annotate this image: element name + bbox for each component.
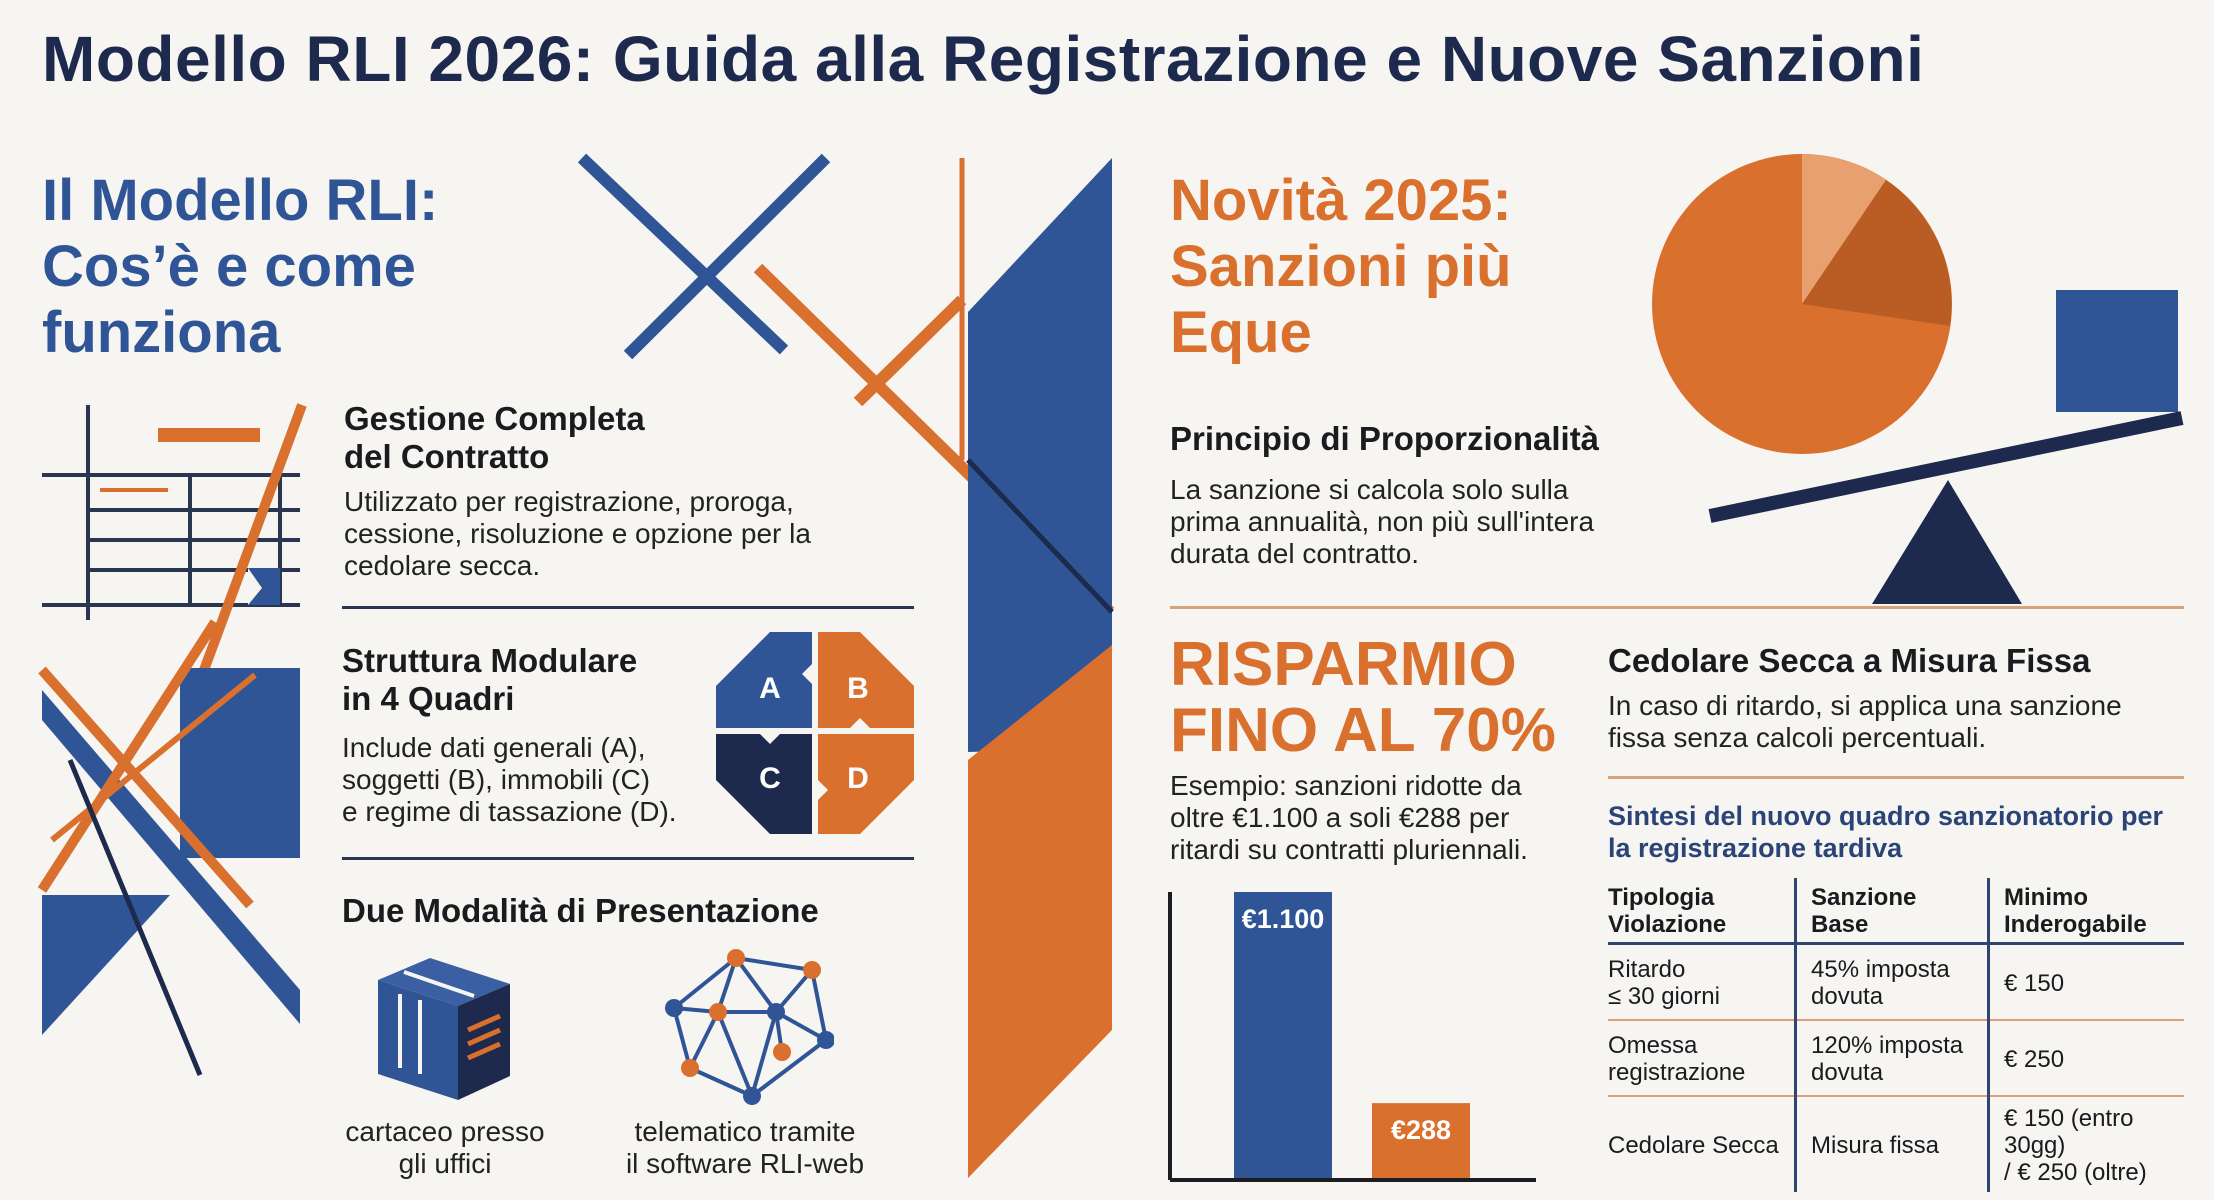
table-cell: Misura fissa bbox=[1794, 1096, 1989, 1192]
table-header-cell: Minimo Inderogabile bbox=[1987, 878, 2184, 945]
block-title: Struttura Modulare in 4 Quadri bbox=[342, 642, 742, 718]
left-heading-line: funziona bbox=[42, 300, 281, 365]
savings-headline-line: RISPARMIO bbox=[1170, 630, 1517, 699]
quadri-octagon-icon: A B C D bbox=[716, 632, 914, 834]
savings-text-line: oltre €1.100 a soli €288 per bbox=[1170, 802, 1510, 833]
savings-text: Esempio: sanzioni ridotte da oltre €1.10… bbox=[1170, 770, 1590, 866]
table-cell: € 150 bbox=[1987, 943, 2184, 1021]
block-text: Include dati generali (A), soggetti (B),… bbox=[342, 732, 742, 828]
pie-balance-illustration bbox=[1652, 154, 2184, 604]
block-text-line: cessione, risoluzione e opzione per la bbox=[344, 518, 811, 549]
block-title: Due Modalità di Presentazione bbox=[342, 892, 819, 929]
right-heading-line: Sanzioni più bbox=[1170, 234, 1512, 299]
paper-archive-icon bbox=[378, 958, 510, 1100]
caption-line: telematico tramite bbox=[634, 1116, 856, 1147]
caption-line: gli uffici bbox=[398, 1148, 492, 1179]
savings-text-line: Esempio: sanzioni ridotte da bbox=[1170, 770, 1522, 801]
divider bbox=[342, 857, 914, 860]
table-cell: € 250 bbox=[1987, 1020, 2184, 1097]
cedolare-text-line: In caso di ritardo, si applica una sanzi… bbox=[1608, 690, 2122, 721]
right-section-heading: Novità 2025: Sanzioni più Eque bbox=[1170, 168, 1512, 366]
block-title-line: Gestione Completa bbox=[344, 400, 645, 437]
block-text: Utilizzato per registrazione, proroga, c… bbox=[344, 486, 924, 582]
divider bbox=[342, 606, 914, 609]
table-title-line: Sintesi del nuovo quadro sanzionatorio p… bbox=[1608, 801, 2164, 831]
chart-bar bbox=[1234, 892, 1332, 1178]
table-cell: Cedolare Secca bbox=[1608, 1132, 1779, 1159]
divider bbox=[1608, 776, 2184, 779]
block-struttura-modulare: Struttura Modulare in 4 Quadri Include d… bbox=[342, 642, 742, 828]
block-title-line: in 4 Quadri bbox=[342, 680, 515, 717]
table-row: Ritardo ≤ 30 giorni 45% imposta dovuta € 1… bbox=[1608, 943, 2184, 1021]
principle-text-line: durata del contratto. bbox=[1170, 538, 1420, 569]
table-cell: 120% imposta dovuta bbox=[1794, 1020, 1989, 1097]
quadro-label: D bbox=[847, 762, 869, 795]
quadro-label: A bbox=[759, 672, 781, 705]
right-heading-line: Eque bbox=[1170, 300, 1312, 365]
block-text-line: Include dati generali (A), bbox=[342, 732, 646, 763]
savings-headline: RISPARMIO FINO AL 70% bbox=[1170, 632, 1556, 764]
principle-title: Principio di Proporzionalità bbox=[1170, 420, 1600, 457]
document-grid-icon bbox=[42, 403, 307, 710]
left-section-heading: Il Modello RLI: Cos’è e come funziona bbox=[42, 168, 438, 366]
savings-headline-line: FINO AL 70% bbox=[1170, 696, 1556, 765]
right-heading-line: Novità 2025: bbox=[1170, 168, 1512, 233]
caption-line: il software RLI-web bbox=[625, 1148, 865, 1179]
left-heading-line: Cos’è e come bbox=[42, 234, 416, 299]
block-gestione-contratto: Gestione Completa del Contratto Utilizza… bbox=[344, 400, 924, 582]
table-cell: 45% imposta dovuta bbox=[1794, 943, 1989, 1021]
mode-cartaceo-caption: cartaceo presso gli uffici bbox=[300, 1116, 590, 1180]
network-icon bbox=[665, 949, 834, 1105]
page-title: Modello RLI 2026: Guida alla Registrazio… bbox=[42, 23, 1925, 95]
chart-bar bbox=[1372, 1103, 1470, 1178]
cedolare-text: In caso di ritardo, si applica una sanzi… bbox=[1608, 690, 2184, 754]
table-header-row: Tipologia Violazione Sanzione Base Minimo I… bbox=[1608, 878, 2184, 945]
block-text-line: cedolare secca. bbox=[344, 550, 541, 581]
block-title-line: Struttura Modulare bbox=[342, 642, 638, 679]
block-title: Gestione Completa del Contratto bbox=[344, 400, 924, 476]
left-geometric-decoration bbox=[37, 153, 1115, 1178]
quadro-label: C bbox=[759, 762, 781, 795]
block-text-line: e regime di tassazione (D). bbox=[342, 796, 677, 827]
table-cell: Omessa registrazione bbox=[1608, 1020, 1796, 1097]
table-cell: Ritardo ≤ 30 giorni bbox=[1608, 943, 1796, 1021]
savings-text-line: ritardi su contratti pluriennali. bbox=[1170, 834, 1528, 865]
table-header-cell: Sanzione Base bbox=[1794, 878, 1989, 945]
sanctions-table: Tipologia Violazione Sanzione Base Minimo I… bbox=[1608, 878, 2184, 1192]
table-row: Cedolare Secca Misura fissa € 150 (entro… bbox=[1608, 1096, 2184, 1192]
chart-data-label: €288 bbox=[1391, 1115, 1451, 1145]
divider bbox=[1170, 606, 2184, 609]
cedolare-title: Cedolare Secca a Misura Fissa bbox=[1608, 642, 2091, 679]
table-cell: € 150 (entro 30gg) / € 250 (oltre) bbox=[1987, 1096, 2184, 1192]
table-title-line: la registrazione tardiva bbox=[1608, 833, 1903, 863]
savings-bar-chart: €1.100 €288 bbox=[1168, 892, 1536, 1182]
mode-telematico-caption: telematico tramite il software RLI-web bbox=[600, 1116, 890, 1180]
block-title-line: del Contratto bbox=[344, 438, 550, 475]
chart-data-label: €1.100 bbox=[1242, 904, 1325, 934]
principle-text: La sanzione si calcola solo sulla prima … bbox=[1170, 474, 1640, 570]
block-text-line: Utilizzato per registrazione, proroga, bbox=[344, 486, 794, 517]
block-text-line: soggetti (B), immobili (C) bbox=[342, 764, 651, 795]
caption-line: cartaceo presso bbox=[345, 1116, 545, 1147]
cedolare-text-line: fissa senza calcoli percentuali. bbox=[1608, 722, 1987, 753]
left-heading-line: Il Modello RLI: bbox=[42, 168, 439, 233]
table-title: Sintesi del nuovo quadro sanzionatorio p… bbox=[1608, 800, 2184, 864]
table-row: Omessa registrazione 120% imposta dovuta €… bbox=[1608, 1020, 2184, 1097]
principle-text-line: La sanzione si calcola solo sulla bbox=[1170, 474, 1569, 505]
table-header-cell: Tipologia Violazione bbox=[1608, 878, 1796, 945]
principle-text-line: prima annualità, non più sull'intera bbox=[1170, 506, 1595, 537]
quadro-label: B bbox=[847, 672, 869, 705]
